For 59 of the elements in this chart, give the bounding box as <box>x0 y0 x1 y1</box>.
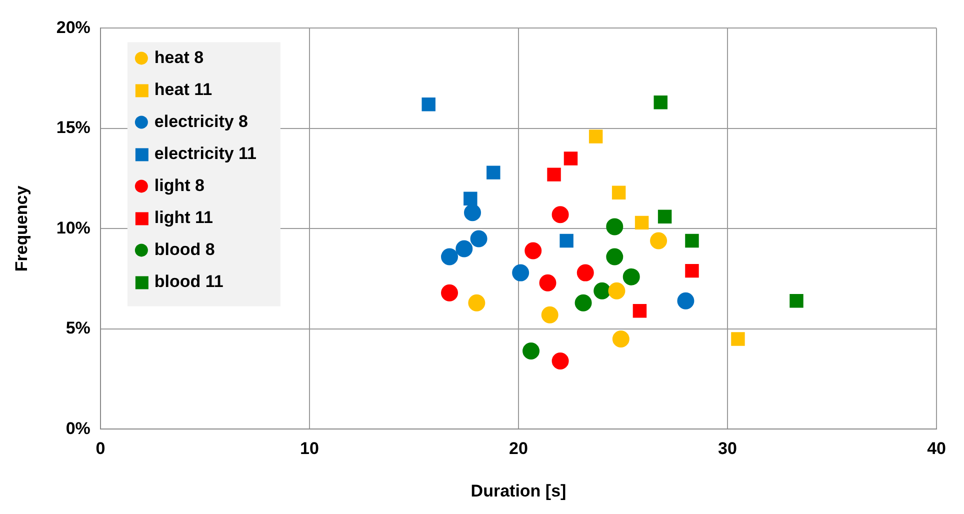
y-axis-title: Frequency <box>12 185 31 272</box>
point <box>608 282 626 300</box>
point <box>464 192 478 206</box>
point <box>685 234 699 248</box>
point <box>547 168 561 182</box>
point <box>606 218 624 236</box>
point <box>541 306 558 324</box>
point <box>464 204 481 222</box>
x-tick-label: 30 <box>718 439 737 458</box>
x-tick-label: 20 <box>509 439 528 458</box>
point <box>576 264 594 282</box>
point <box>552 206 569 224</box>
point <box>468 294 486 312</box>
point <box>588 130 603 144</box>
x-tick-label: 0 <box>96 439 106 458</box>
point <box>552 352 569 370</box>
point <box>790 294 804 308</box>
point <box>441 284 458 302</box>
y-tick-label: 0% <box>66 418 90 438</box>
y-tick-label: 15% <box>56 118 90 138</box>
point <box>539 274 556 292</box>
legend-label: heat 11 <box>154 80 212 99</box>
point <box>677 292 694 310</box>
point <box>654 96 668 110</box>
legend-label: heat 8 <box>154 48 204 67</box>
point <box>632 304 647 318</box>
point <box>622 268 640 286</box>
point <box>594 282 611 300</box>
point <box>650 232 668 250</box>
point <box>524 242 542 260</box>
point <box>564 152 578 166</box>
legend-label: blood 11 <box>154 272 224 291</box>
point <box>522 342 540 360</box>
point <box>731 332 745 346</box>
point <box>634 216 649 230</box>
y-tick-label: 20% <box>56 18 90 37</box>
x-tick-label: 10 <box>300 439 319 458</box>
y-tick-label: 10% <box>56 218 90 238</box>
point <box>658 210 672 224</box>
point <box>685 264 699 278</box>
legend-label: light 8 <box>154 176 204 195</box>
point <box>606 248 624 266</box>
point <box>441 248 458 266</box>
point <box>612 186 626 200</box>
x-axis-title: Duration [s] <box>470 481 566 500</box>
point <box>456 240 473 258</box>
point <box>560 234 574 248</box>
x-tick-label: 40 <box>927 439 946 458</box>
point <box>612 330 630 348</box>
point <box>470 230 488 248</box>
point <box>422 98 436 112</box>
legend-label: electricity 8 <box>154 112 248 131</box>
point <box>486 166 500 180</box>
legend-label: blood 8 <box>154 240 215 259</box>
y-tick-label: 5% <box>66 318 90 338</box>
legend-label: electricity 11 <box>154 144 257 163</box>
point <box>512 264 530 282</box>
legend-label: light 11 <box>154 208 214 227</box>
point <box>574 294 592 312</box>
